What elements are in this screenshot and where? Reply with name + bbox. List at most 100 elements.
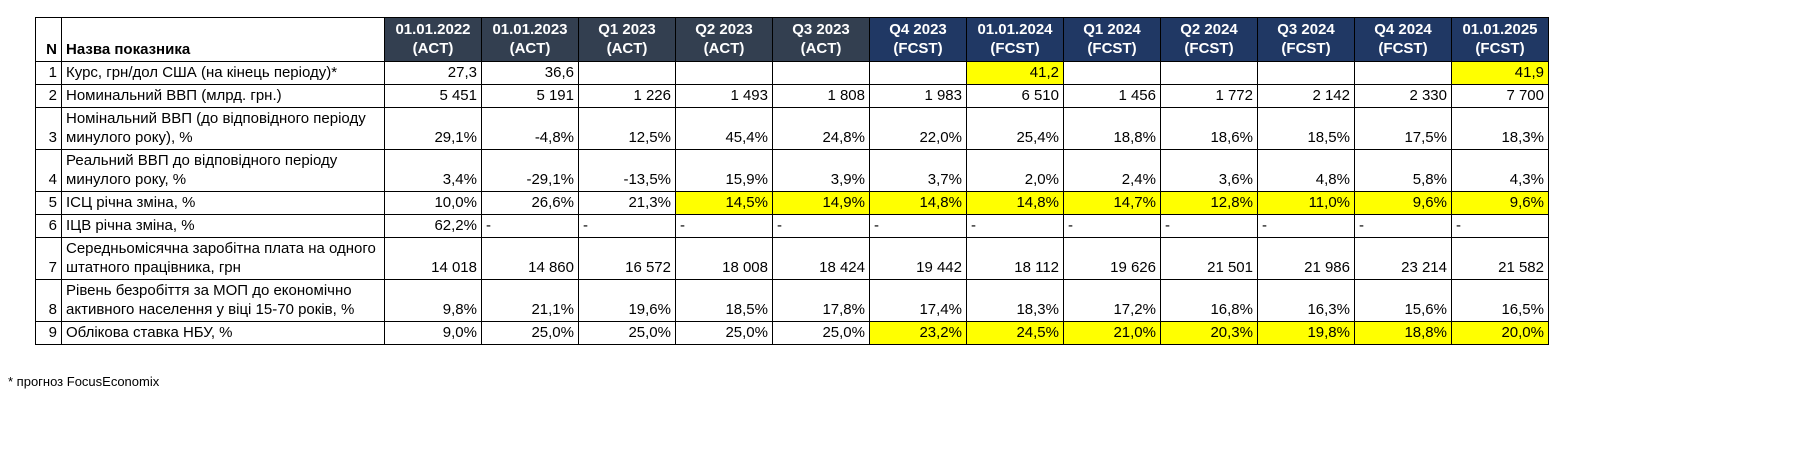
- column-header-n[interactable]: N: [35, 17, 62, 62]
- data-cell[interactable]: -: [1063, 214, 1161, 238]
- data-cell[interactable]: 14,9%: [772, 191, 870, 215]
- row-number-cell[interactable]: 4: [35, 149, 62, 192]
- data-cell[interactable]: 14 860: [481, 237, 579, 280]
- data-cell[interactable]: 3,4%: [384, 149, 482, 192]
- data-cell[interactable]: 1 226: [578, 84, 676, 108]
- column-header-period[interactable]: Q4 2024 (FCST): [1354, 17, 1452, 62]
- indicator-name-cell[interactable]: Середньомісячна заробітна плата на одног…: [61, 237, 385, 280]
- data-cell[interactable]: [1257, 61, 1355, 85]
- data-cell[interactable]: 9,0%: [384, 321, 482, 345]
- column-header-period[interactable]: Q3 2024 (FCST): [1257, 17, 1355, 62]
- data-cell[interactable]: 23 214: [1354, 237, 1452, 280]
- data-cell[interactable]: 4,8%: [1257, 149, 1355, 192]
- indicator-name-cell[interactable]: ІСЦ річна зміна, %: [61, 191, 385, 215]
- data-cell[interactable]: 16,3%: [1257, 279, 1355, 322]
- column-header-period[interactable]: 01.01.2024 (FCST): [966, 17, 1064, 62]
- data-cell[interactable]: 3,7%: [869, 149, 967, 192]
- indicator-name-cell[interactable]: Номинальний ВВП (млрд. грн.): [61, 84, 385, 108]
- data-cell[interactable]: 18,8%: [1063, 107, 1161, 150]
- data-cell[interactable]: 9,6%: [1451, 191, 1549, 215]
- data-cell[interactable]: 10,0%: [384, 191, 482, 215]
- data-cell[interactable]: [1063, 61, 1161, 85]
- data-cell[interactable]: 22,0%: [869, 107, 967, 150]
- column-header-period[interactable]: Q3 2023 (ACT): [772, 17, 870, 62]
- data-cell[interactable]: 15,6%: [1354, 279, 1452, 322]
- data-cell[interactable]: 2 330: [1354, 84, 1452, 108]
- data-cell[interactable]: 29,1%: [384, 107, 482, 150]
- column-header-period[interactable]: Q1 2023 (ACT): [578, 17, 676, 62]
- data-cell[interactable]: 1 772: [1160, 84, 1258, 108]
- data-cell[interactable]: 21,3%: [578, 191, 676, 215]
- data-cell[interactable]: 12,8%: [1160, 191, 1258, 215]
- data-cell[interactable]: 1 493: [675, 84, 773, 108]
- indicator-name-cell[interactable]: Рівень безробіття за МОП до економічно а…: [61, 279, 385, 322]
- data-cell[interactable]: 25,0%: [772, 321, 870, 345]
- data-cell[interactable]: 1 808: [772, 84, 870, 108]
- data-cell[interactable]: 2,0%: [966, 149, 1064, 192]
- data-cell[interactable]: 25,4%: [966, 107, 1064, 150]
- data-cell[interactable]: [869, 61, 967, 85]
- data-cell[interactable]: [1354, 61, 1452, 85]
- data-cell[interactable]: -: [1451, 214, 1549, 238]
- data-cell[interactable]: 4,3%: [1451, 149, 1549, 192]
- data-cell[interactable]: 16,8%: [1160, 279, 1258, 322]
- data-cell[interactable]: 24,8%: [772, 107, 870, 150]
- indicator-name-cell[interactable]: Курс, грн/дол США (на кінець періоду)*: [61, 61, 385, 85]
- data-cell[interactable]: 19 442: [869, 237, 967, 280]
- data-cell[interactable]: 24,5%: [966, 321, 1064, 345]
- data-cell[interactable]: 1 456: [1063, 84, 1161, 108]
- row-number-cell[interactable]: 7: [35, 237, 62, 280]
- data-cell[interactable]: 23,2%: [869, 321, 967, 345]
- data-cell[interactable]: 14 018: [384, 237, 482, 280]
- data-cell[interactable]: 45,4%: [675, 107, 773, 150]
- data-cell[interactable]: 2 142: [1257, 84, 1355, 108]
- column-header-period[interactable]: Q4 2023 (FCST): [869, 17, 967, 62]
- row-number-cell[interactable]: 9: [35, 321, 62, 345]
- data-cell[interactable]: 6 510: [966, 84, 1064, 108]
- data-cell[interactable]: 14,8%: [966, 191, 1064, 215]
- data-cell[interactable]: 18 424: [772, 237, 870, 280]
- data-cell[interactable]: -4,8%: [481, 107, 579, 150]
- data-cell[interactable]: 3,6%: [1160, 149, 1258, 192]
- data-cell[interactable]: 26,6%: [481, 191, 579, 215]
- data-cell[interactable]: 5,8%: [1354, 149, 1452, 192]
- data-cell[interactable]: 18,5%: [1257, 107, 1355, 150]
- data-cell[interactable]: 27,3: [384, 61, 482, 85]
- data-cell[interactable]: [772, 61, 870, 85]
- data-cell[interactable]: 25,0%: [578, 321, 676, 345]
- data-cell[interactable]: 21,0%: [1063, 321, 1161, 345]
- data-cell[interactable]: -: [869, 214, 967, 238]
- data-cell[interactable]: 18,3%: [966, 279, 1064, 322]
- data-cell[interactable]: 18,3%: [1451, 107, 1549, 150]
- column-header-period[interactable]: 01.01.2025 (FCST): [1451, 17, 1549, 62]
- data-cell[interactable]: 18 112: [966, 237, 1064, 280]
- data-cell[interactable]: 9,6%: [1354, 191, 1452, 215]
- data-cell[interactable]: 1 983: [869, 84, 967, 108]
- data-cell[interactable]: 15,9%: [675, 149, 773, 192]
- data-cell[interactable]: 18,6%: [1160, 107, 1258, 150]
- data-cell[interactable]: [1160, 61, 1258, 85]
- row-number-cell[interactable]: 5: [35, 191, 62, 215]
- row-number-cell[interactable]: 2: [35, 84, 62, 108]
- data-cell[interactable]: -: [481, 214, 579, 238]
- data-cell[interactable]: 7 700: [1451, 84, 1549, 108]
- data-cell[interactable]: -: [675, 214, 773, 238]
- column-header-indicator-name[interactable]: Назва показника: [61, 17, 385, 62]
- data-cell[interactable]: -: [578, 214, 676, 238]
- data-cell[interactable]: 20,3%: [1160, 321, 1258, 345]
- row-number-cell[interactable]: 6: [35, 214, 62, 238]
- data-cell[interactable]: 5 451: [384, 84, 482, 108]
- data-cell[interactable]: -: [772, 214, 870, 238]
- indicator-name-cell[interactable]: Облікова ставка НБУ, %: [61, 321, 385, 345]
- data-cell[interactable]: -29,1%: [481, 149, 579, 192]
- data-cell[interactable]: 18 008: [675, 237, 773, 280]
- data-cell[interactable]: 5 191: [481, 84, 579, 108]
- data-cell[interactable]: 41,2: [966, 61, 1064, 85]
- indicator-name-cell[interactable]: Номінальний ВВП (до відповідного періоду…: [61, 107, 385, 150]
- data-cell[interactable]: 16,5%: [1451, 279, 1549, 322]
- data-cell[interactable]: 17,2%: [1063, 279, 1161, 322]
- data-cell[interactable]: 19,6%: [578, 279, 676, 322]
- data-cell[interactable]: 16 572: [578, 237, 676, 280]
- data-cell[interactable]: 12,5%: [578, 107, 676, 150]
- data-cell[interactable]: 17,8%: [772, 279, 870, 322]
